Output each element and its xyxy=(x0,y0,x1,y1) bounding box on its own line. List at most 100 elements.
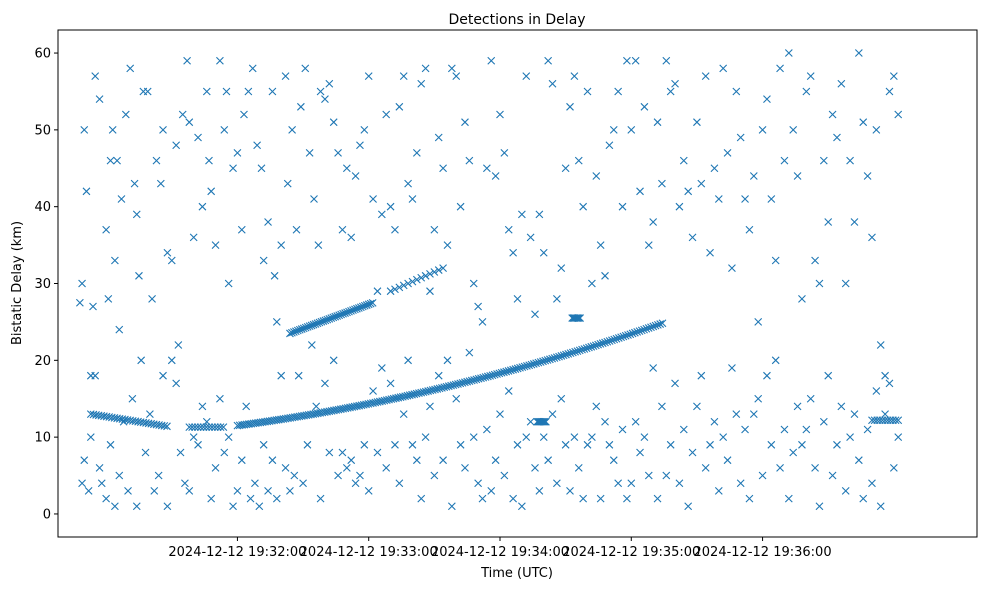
data-point-marker xyxy=(513,440,522,449)
data-point-marker xyxy=(447,502,456,511)
data-point-marker xyxy=(749,410,758,418)
data-point-marker xyxy=(386,379,395,388)
data-point-marker xyxy=(500,149,509,157)
data-point-marker xyxy=(763,95,771,104)
data-point-marker xyxy=(596,340,605,348)
data-point-marker xyxy=(543,356,552,364)
data-point-marker xyxy=(885,87,894,96)
data-point-marker xyxy=(552,479,561,488)
data-point-marker xyxy=(566,102,574,111)
data-point-marker xyxy=(207,494,216,503)
data-point-marker xyxy=(566,487,574,495)
data-point-marker xyxy=(316,87,325,96)
data-point-marker xyxy=(465,377,474,386)
data-point-marker xyxy=(163,248,172,257)
data-point-marker xyxy=(518,363,527,372)
data-point-marker xyxy=(268,456,277,465)
data-point-marker xyxy=(115,325,124,334)
data-point-marker xyxy=(675,479,684,488)
data-point-marker xyxy=(178,110,187,119)
data-point-marker xyxy=(591,341,600,350)
data-point-marker xyxy=(863,425,872,434)
data-point-marker xyxy=(749,172,758,180)
data-point-marker xyxy=(412,456,421,465)
data-point-marker xyxy=(495,369,504,378)
data-point-marker xyxy=(301,64,310,73)
data-point-marker xyxy=(377,210,386,219)
data-point-marker xyxy=(97,479,106,488)
data-point-marker xyxy=(504,387,513,395)
data-point-marker xyxy=(460,378,469,387)
data-point-marker xyxy=(798,294,806,303)
data-point-marker xyxy=(500,471,509,480)
data-point-marker xyxy=(487,56,496,65)
data-point-marker xyxy=(356,141,364,150)
data-point-marker xyxy=(688,233,697,242)
data-point-marker xyxy=(542,417,550,426)
data-point-marker xyxy=(270,271,279,280)
data-point-marker xyxy=(369,387,377,395)
data-point-marker xyxy=(342,463,351,472)
data-point-marker xyxy=(251,479,259,488)
data-point-marker xyxy=(552,294,561,303)
data-point-marker xyxy=(447,64,456,73)
data-point-marker xyxy=(399,281,408,290)
data-point-marker xyxy=(564,349,573,358)
data-point-marker xyxy=(644,324,653,332)
data-point-marker xyxy=(592,402,601,411)
data-point-marker xyxy=(303,440,312,449)
data-point-marker xyxy=(601,417,609,426)
data-point-marker xyxy=(233,149,242,157)
data-point-marker xyxy=(174,341,183,349)
data-point-marker xyxy=(588,433,596,442)
data-point-marker xyxy=(868,233,876,242)
data-point-marker xyxy=(649,218,658,226)
data-point-marker xyxy=(523,361,531,370)
data-point-marker xyxy=(697,371,706,380)
y-axis: 0 10 20 30 40 50 60 xyxy=(34,47,58,522)
data-point-marker xyxy=(583,87,592,96)
data-point-marker xyxy=(430,471,439,480)
data-point-marker xyxy=(362,400,370,409)
data-point-marker xyxy=(244,87,253,96)
data-point-marker xyxy=(811,463,819,472)
data-point-marker xyxy=(881,371,889,380)
data-point-marker xyxy=(419,388,428,396)
data-point-marker xyxy=(525,361,534,370)
data-point-marker xyxy=(128,394,137,403)
data-point-marker xyxy=(531,463,539,472)
data-point-marker xyxy=(207,187,216,196)
data-point-marker xyxy=(771,256,780,265)
data-point-marker xyxy=(465,348,474,357)
data-point-marker xyxy=(430,225,439,234)
data-point-marker xyxy=(172,141,181,150)
data-point-marker xyxy=(461,463,469,472)
data-point-marker xyxy=(640,433,649,442)
data-point-marker xyxy=(539,433,548,442)
data-point-marker xyxy=(802,425,811,434)
data-point-marker xyxy=(216,56,224,65)
data-point-marker xyxy=(156,179,165,188)
data-point-marker xyxy=(496,110,504,119)
data-point-marker xyxy=(108,125,117,134)
data-point-marker xyxy=(255,502,264,511)
data-point-marker xyxy=(658,179,666,188)
data-point-marker xyxy=(837,402,846,411)
data-point-marker xyxy=(435,384,444,393)
data-point-marker xyxy=(396,393,405,402)
data-point-marker xyxy=(656,320,665,328)
data-point-marker xyxy=(426,386,435,395)
data-point-marker xyxy=(601,271,609,280)
data-point-marker xyxy=(477,374,485,383)
data-point-marker xyxy=(378,397,387,405)
data-point-marker xyxy=(557,394,566,403)
data-point-marker xyxy=(240,110,248,119)
data-point-marker xyxy=(490,370,499,379)
data-point-marker xyxy=(631,417,640,426)
data-point-marker xyxy=(341,404,350,413)
data-point-marker xyxy=(562,350,570,359)
data-point-marker xyxy=(351,172,360,180)
data-point-marker xyxy=(391,440,399,449)
y-tick-label: 0 xyxy=(43,507,51,522)
